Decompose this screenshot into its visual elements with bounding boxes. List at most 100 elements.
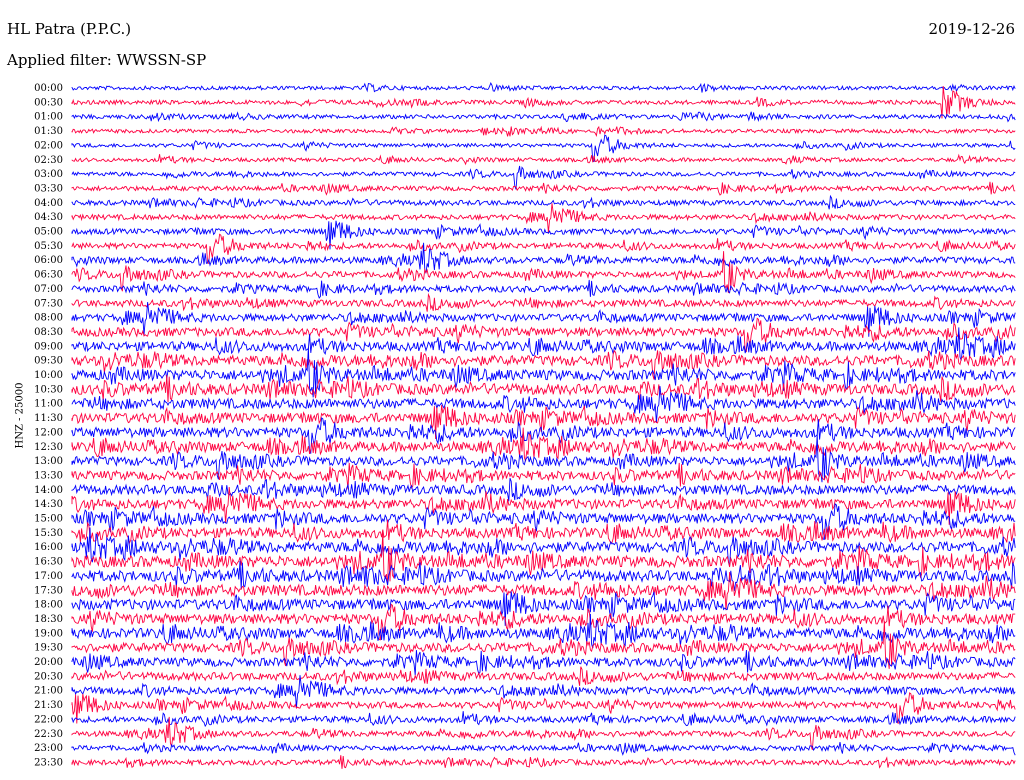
trace-0800 <box>71 302 1016 337</box>
row-label: 14:00 <box>34 485 63 496</box>
trace-0930 <box>71 349 1016 380</box>
row-label: 07:30 <box>34 298 63 309</box>
row-label: 23:00 <box>34 743 63 754</box>
trace-0700 <box>71 279 1016 299</box>
trace-2200 <box>71 711 1016 728</box>
trace-1230 <box>71 427 1016 462</box>
row-label: 15:30 <box>34 528 63 539</box>
trace-0430 <box>71 203 1016 233</box>
trace-1500 <box>71 503 1016 540</box>
trace-1900 <box>71 613 1016 649</box>
row-label: 19:30 <box>34 643 63 654</box>
trace-1400 <box>71 477 1016 502</box>
trace-1700 <box>71 560 1016 592</box>
row-label: 07:00 <box>34 284 63 295</box>
record-date: 2019-12-26 <box>928 20 1015 38</box>
row-label: 11:00 <box>34 399 63 410</box>
row-label: 02:30 <box>34 155 63 166</box>
trace-2330 <box>71 755 1016 769</box>
trace-1600 <box>71 527 1016 567</box>
row-label: 10:30 <box>34 384 63 395</box>
row-label: 14:30 <box>34 499 63 510</box>
row-label: 05:00 <box>34 227 63 238</box>
row-label: 10:00 <box>34 370 63 381</box>
trace-2130 <box>71 692 1016 724</box>
trace-0130 <box>71 125 1016 138</box>
row-label: 22:00 <box>34 714 63 725</box>
row-label: 01:00 <box>34 112 63 123</box>
row-label: 05:30 <box>34 241 63 252</box>
row-label: 08:00 <box>34 313 63 324</box>
row-label: 02:00 <box>34 140 63 151</box>
row-label: 15:00 <box>34 514 63 525</box>
trace-0000 <box>71 82 1016 93</box>
trace-0330 <box>71 181 1016 196</box>
row-label: 20:00 <box>34 657 63 668</box>
row-label: 00:00 <box>34 83 63 94</box>
trace-1100 <box>71 386 1016 424</box>
trace-0400 <box>71 194 1016 210</box>
row-label: 19:00 <box>34 628 63 639</box>
row-label: 04:30 <box>34 212 63 223</box>
trace-0600 <box>71 242 1016 274</box>
row-label: 08:30 <box>34 327 63 338</box>
row-label: 09:30 <box>34 356 63 367</box>
row-tick-labels: 00:00 00:30 01:00 01:30 02:00 02:30 03:00 03:30… <box>34 83 63 768</box>
row-label: 03:00 <box>34 169 63 180</box>
trace-0100 <box>71 111 1016 123</box>
row-label: 13:00 <box>34 456 63 467</box>
trace-2000 <box>71 649 1016 676</box>
row-label: 21:00 <box>34 686 63 697</box>
trace-1330 <box>71 462 1016 490</box>
row-label: 22:30 <box>34 729 63 740</box>
trace-2230 <box>71 716 1016 750</box>
row-label: 20:30 <box>34 671 63 682</box>
row-label: 12:30 <box>34 442 63 453</box>
trace-1430 <box>71 486 1016 525</box>
trace-1830 <box>71 603 1016 641</box>
trace-0200 <box>71 134 1016 162</box>
row-label: 06:00 <box>34 255 63 266</box>
trace-1530 <box>71 519 1016 545</box>
row-label: 04:00 <box>34 198 63 209</box>
row-label: 06:30 <box>34 270 63 281</box>
row-label: 23:30 <box>34 757 63 768</box>
trace-0900 <box>71 327 1016 361</box>
row-label: 21:30 <box>34 700 63 711</box>
station-title: HL Patra (P.P.C.) <box>7 20 132 38</box>
trace-0230 <box>71 153 1016 166</box>
trace-1930 <box>71 621 1016 669</box>
row-label: 13:30 <box>34 470 63 481</box>
trace-0500 <box>71 220 1016 250</box>
trace-1030 <box>71 374 1016 403</box>
trace-0730 <box>71 292 1016 312</box>
row-label: 17:30 <box>34 585 63 596</box>
trace-0830 <box>71 317 1016 353</box>
trace-1200 <box>71 417 1016 454</box>
row-label: 00:30 <box>34 97 63 108</box>
trace-0300 <box>71 165 1016 190</box>
row-label: 16:00 <box>34 542 63 553</box>
trace-0530 <box>71 233 1016 264</box>
row-label: 09:00 <box>34 341 63 352</box>
trace-2300 <box>71 742 1016 756</box>
trace-1730 <box>71 572 1016 611</box>
trace-1300 <box>71 434 1016 483</box>
row-label: 17:00 <box>34 571 63 582</box>
row-label: 18:30 <box>34 614 63 625</box>
row-label: 16:30 <box>34 557 63 568</box>
row-label: 11:30 <box>34 413 63 424</box>
trace-0030 <box>71 86 1016 119</box>
row-label: 01:30 <box>34 126 63 137</box>
filter-label: Applied filter: WWSSN-SP <box>7 51 207 69</box>
trace-1000 <box>71 347 1016 398</box>
trace-1800 <box>71 591 1016 626</box>
trace-0630 <box>71 251 1016 294</box>
trace-2030 <box>71 666 1016 686</box>
trace-1130 <box>71 405 1016 440</box>
row-label: 03:30 <box>34 183 63 194</box>
trace-group <box>71 82 1016 769</box>
row-label: 18:00 <box>34 600 63 611</box>
row-label: 12:00 <box>34 427 63 438</box>
